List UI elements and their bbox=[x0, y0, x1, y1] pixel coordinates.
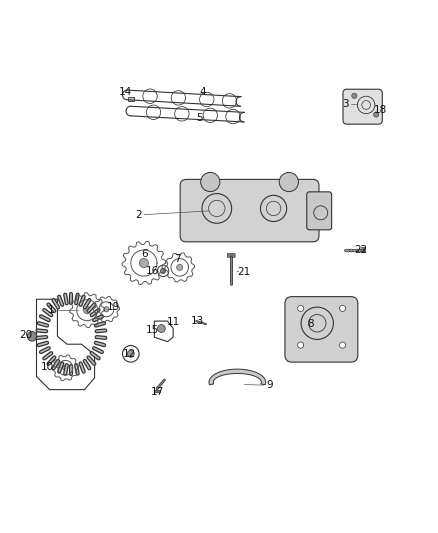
Text: 5: 5 bbox=[196, 113, 203, 123]
Text: 15: 15 bbox=[146, 325, 159, 335]
Circle shape bbox=[127, 350, 134, 357]
Text: 2: 2 bbox=[135, 210, 141, 220]
Text: 19: 19 bbox=[107, 302, 120, 312]
Circle shape bbox=[374, 112, 379, 117]
Text: 14: 14 bbox=[119, 87, 132, 97]
Text: 10: 10 bbox=[41, 362, 54, 372]
Text: 1: 1 bbox=[48, 305, 54, 315]
Circle shape bbox=[160, 268, 166, 273]
Text: 8: 8 bbox=[307, 319, 314, 329]
FancyBboxPatch shape bbox=[227, 253, 235, 257]
Text: 7: 7 bbox=[174, 254, 181, 264]
Polygon shape bbox=[128, 97, 134, 101]
Circle shape bbox=[63, 365, 68, 370]
Circle shape bbox=[279, 172, 298, 192]
Text: 4: 4 bbox=[199, 87, 206, 97]
Circle shape bbox=[339, 342, 346, 348]
Text: 3: 3 bbox=[343, 99, 349, 109]
Circle shape bbox=[339, 305, 346, 311]
Text: 12: 12 bbox=[123, 349, 136, 359]
Polygon shape bbox=[209, 369, 266, 385]
FancyBboxPatch shape bbox=[307, 192, 332, 230]
Text: 9: 9 bbox=[266, 380, 272, 390]
Text: 21: 21 bbox=[238, 266, 251, 277]
Circle shape bbox=[27, 332, 37, 341]
Text: 13: 13 bbox=[191, 316, 204, 326]
Circle shape bbox=[297, 305, 304, 311]
Text: 17: 17 bbox=[150, 387, 164, 397]
Circle shape bbox=[201, 172, 220, 192]
Text: 11: 11 bbox=[166, 317, 180, 327]
Text: 16: 16 bbox=[146, 266, 159, 276]
Circle shape bbox=[84, 306, 91, 314]
Circle shape bbox=[297, 342, 304, 348]
Circle shape bbox=[352, 93, 357, 99]
Text: 18: 18 bbox=[374, 105, 387, 115]
Circle shape bbox=[104, 306, 109, 312]
Circle shape bbox=[139, 259, 148, 268]
Text: 22: 22 bbox=[354, 245, 367, 255]
Text: 6: 6 bbox=[141, 249, 148, 259]
Circle shape bbox=[177, 264, 183, 270]
Circle shape bbox=[157, 325, 165, 333]
FancyBboxPatch shape bbox=[285, 297, 358, 362]
FancyBboxPatch shape bbox=[343, 89, 382, 124]
Text: 20: 20 bbox=[19, 330, 32, 341]
FancyBboxPatch shape bbox=[180, 180, 319, 242]
FancyBboxPatch shape bbox=[362, 247, 366, 253]
Polygon shape bbox=[153, 390, 160, 392]
